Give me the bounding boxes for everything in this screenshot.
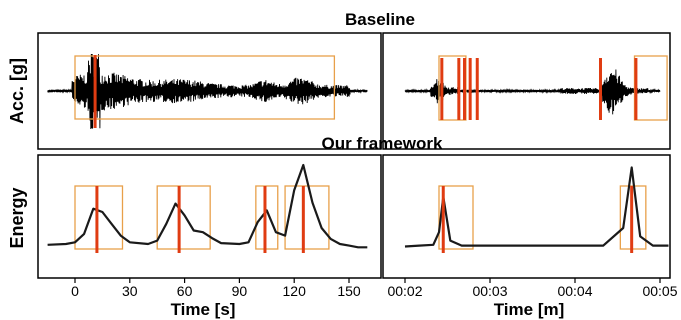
right-x-axis-label: Time [m] — [494, 300, 565, 319]
right-x-tick-label: 00:05 — [642, 283, 677, 299]
top-y-axis-label: Acc. [g] — [7, 58, 27, 124]
bottom-y-axis-label: Energy — [7, 187, 27, 248]
bottom-right-detection-box-0 — [438, 185, 474, 250]
top-left-detection-box-0 — [74, 55, 336, 120]
panel-bottom-right-frame — [382, 154, 671, 279]
top-title: Baseline — [345, 10, 415, 29]
panel-top-right-frame — [382, 32, 671, 150]
left-x-tick-label: 120 — [283, 283, 307, 299]
right-x-tick-label: 00:02 — [387, 283, 422, 299]
bottom-left-detection-box-3 — [284, 185, 330, 250]
left-x-tick-label: 90 — [232, 283, 248, 299]
top-left-acc-trace — [47, 53, 368, 130]
panel-top-left-frame — [37, 32, 382, 150]
right-x-tick-label: 00:04 — [557, 283, 592, 299]
bottom-left-detection-box-1 — [156, 185, 211, 250]
left-x-tick-label: 30 — [122, 283, 138, 299]
panel-bottom-left-frame — [37, 154, 382, 279]
bottom-left-detection-box-0 — [74, 185, 124, 250]
left-x-tick-label: 0 — [71, 283, 79, 299]
left-x-tick-label: 60 — [177, 283, 193, 299]
top-right-acc-trace — [404, 69, 661, 115]
bottom-left-detection-box-2 — [255, 185, 279, 250]
right-x-tick-label: 00:03 — [472, 283, 507, 299]
left-x-axis-label: Time [s] — [171, 300, 236, 319]
left-x-tick-label: 150 — [337, 283, 361, 299]
